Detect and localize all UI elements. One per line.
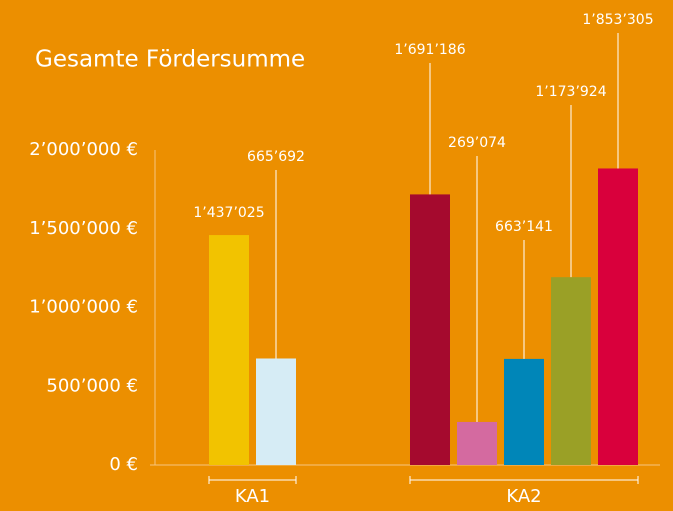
value-label: 1’691’186 <box>394 42 465 58</box>
bar <box>209 235 249 465</box>
y-tick-label: 0 € <box>109 454 138 475</box>
value-label: 1’437’025 <box>193 205 264 221</box>
x-tick-label: KA2 <box>506 486 541 507</box>
x-tick-label: KA1 <box>235 486 270 507</box>
value-label: 1’853’305 <box>582 12 653 28</box>
value-label: 665’692 <box>247 149 305 165</box>
bar <box>504 358 544 465</box>
value-label: 269’074 <box>448 135 506 151</box>
value-label: 1’173’924 <box>535 84 606 100</box>
bar <box>457 421 497 465</box>
y-tick-label: 500’000 € <box>46 375 138 396</box>
y-tick-label: 1’500’000 € <box>29 218 138 239</box>
y-tick-label: 1’000’000 € <box>29 297 138 318</box>
bar <box>551 277 591 465</box>
y-tick-label: 2’000’000 € <box>29 139 138 160</box>
chart-title: Gesamte Fördersumme <box>35 47 305 73</box>
value-label: 663’141 <box>495 219 553 235</box>
bar <box>256 358 296 465</box>
bar <box>410 194 450 466</box>
bar <box>598 168 638 466</box>
